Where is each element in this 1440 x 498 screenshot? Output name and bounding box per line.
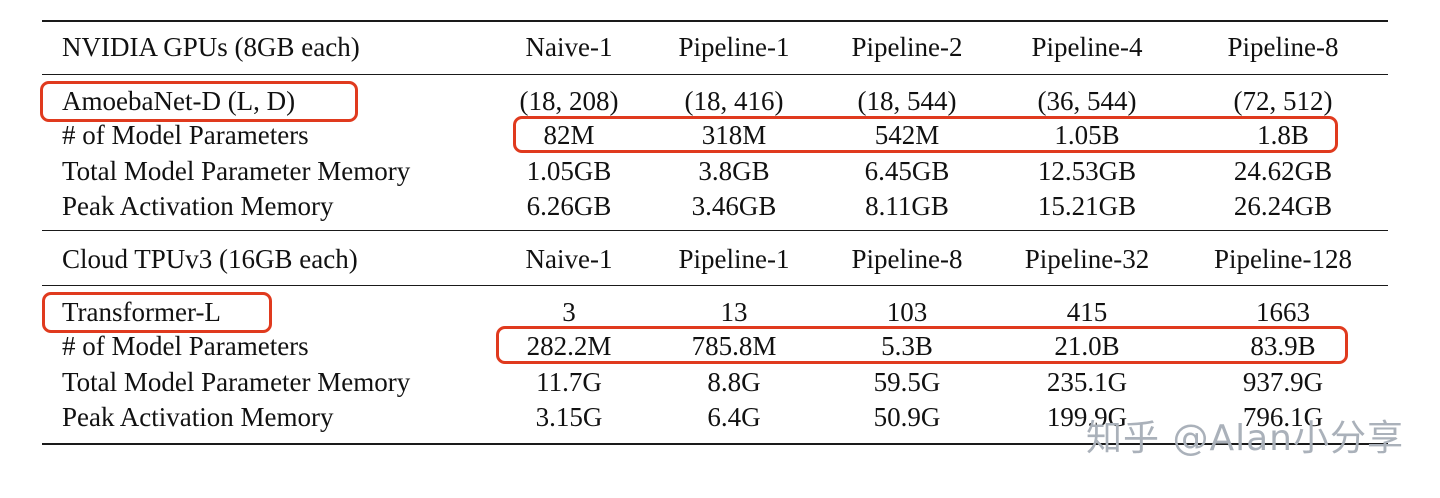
gpu-header-rule: [42, 74, 1388, 76]
table-cell: 26.24GB: [1233, 191, 1333, 221]
table-cell: 50.9G: [873, 402, 941, 432]
tpu-col-header: Pipeline-8: [851, 244, 963, 274]
table-cell: 13: [720, 297, 748, 327]
tpu-col-header: Pipeline-32: [1024, 244, 1150, 274]
row-label: Transformer-L: [62, 297, 221, 327]
table-cell: 1.05GB: [526, 156, 612, 186]
highlight-box-gpu-parameters: [513, 116, 1338, 153]
table-cell: 282.2M: [526, 331, 612, 361]
table-cell: 8.8G: [707, 367, 761, 397]
row-label: Peak Activation Memory: [62, 191, 334, 221]
highlight-box-tpu-parameters: [496, 326, 1348, 364]
table-cell: (36, 544): [1037, 86, 1137, 116]
table-cell: 83.9B: [1250, 331, 1316, 361]
table-bottom-rule: [42, 443, 1388, 445]
table-cell: 6.26GB: [526, 191, 612, 221]
table-cell: 542M: [874, 120, 940, 150]
table-cell: 103: [886, 297, 928, 327]
tpu-col-header: Pipeline-128: [1214, 244, 1352, 274]
table-cell: 318M: [701, 120, 767, 150]
gpu-col-header: Naive-1: [525, 32, 613, 62]
table-cell: 3.15G: [535, 402, 603, 432]
gpu-header-label: NVIDIA GPUs (8GB each): [62, 32, 360, 62]
table-cell: (18, 544): [857, 86, 957, 116]
gpu-col-header: Pipeline-2: [851, 32, 963, 62]
tpu-header-rule: [42, 285, 1388, 287]
highlight-box-transformer-label: [42, 292, 272, 333]
row-label: Peak Activation Memory: [62, 402, 334, 432]
table-cell: 1.05B: [1054, 120, 1120, 150]
section-divider-rule: [42, 230, 1388, 232]
table-cell: 59.5G: [873, 367, 941, 397]
gpu-col-header: Pipeline-1: [678, 32, 790, 62]
table-cell: 24.62GB: [1233, 156, 1333, 186]
watermark-text: 知乎 @Alan小分享: [1086, 418, 1404, 459]
table-cell: 1663: [1256, 297, 1310, 327]
table-cell: 6.45GB: [864, 156, 950, 186]
row-label: Total Model Parameter Memory: [62, 156, 411, 186]
table-cell: 199.9G: [1046, 402, 1128, 432]
tpu-header-label: Cloud TPUv3 (16GB each): [62, 244, 358, 274]
table-cell: 235.1G: [1046, 367, 1128, 397]
highlight-box-amoebanet-label: [40, 81, 358, 122]
table-cell: 796.1G: [1242, 402, 1324, 432]
table-cell: (18, 416): [684, 86, 784, 116]
table-cell: 11.7G: [536, 367, 602, 397]
table-cell: 12.53GB: [1037, 156, 1137, 186]
tpu-col-header: Naive-1: [525, 244, 613, 274]
table-cell: (18, 208): [519, 86, 619, 116]
gpu-col-header: Pipeline-8: [1227, 32, 1339, 62]
table-cell: 8.11GB: [865, 191, 949, 221]
table-cell: 82M: [543, 120, 595, 150]
row-label: AmoebaNet-D (L, D): [62, 86, 296, 116]
table-cell: 21.0B: [1054, 331, 1120, 361]
table-cell: 3: [562, 297, 576, 327]
tpu-col-header: Pipeline-1: [678, 244, 790, 274]
row-label: # of Model Parameters: [62, 331, 309, 361]
table-cell: 6.4G: [707, 402, 761, 432]
table-top-rule: [42, 20, 1388, 22]
table-cell: 785.8M: [691, 331, 777, 361]
table-cell: 5.3B: [881, 331, 933, 361]
table-cell: 15.21GB: [1037, 191, 1137, 221]
table-cell: 3.46GB: [691, 191, 777, 221]
table-cell: 937.9G: [1242, 367, 1324, 397]
table-cell: 3.8GB: [698, 156, 770, 186]
row-label: # of Model Parameters: [62, 120, 309, 150]
gpu-col-header: Pipeline-4: [1031, 32, 1143, 62]
table-cell: 1.8B: [1257, 120, 1309, 150]
table-cell: (72, 512): [1233, 86, 1333, 116]
table-cell: 415: [1066, 297, 1108, 327]
row-label: Total Model Parameter Memory: [62, 367, 411, 397]
